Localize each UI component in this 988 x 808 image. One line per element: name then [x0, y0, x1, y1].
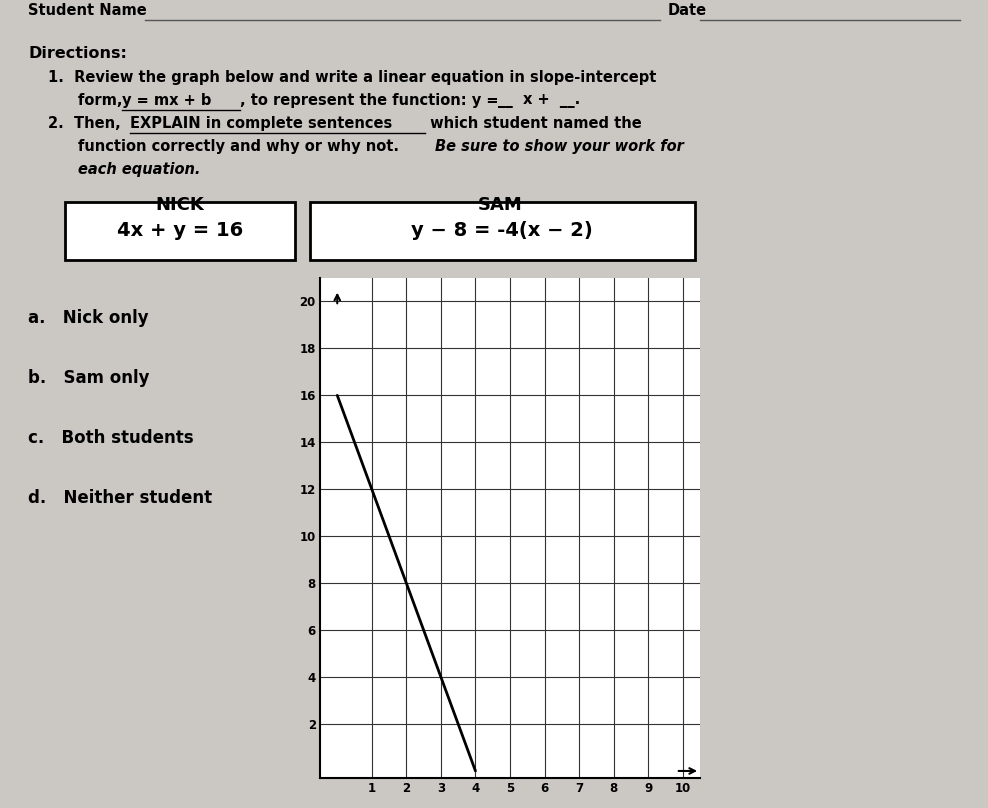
Text: NICK: NICK: [156, 196, 205, 214]
Text: form,: form,: [78, 93, 132, 108]
Text: which student named the: which student named the: [425, 116, 642, 131]
Text: a.   Nick only: a. Nick only: [28, 309, 148, 327]
Text: Directions:: Directions:: [28, 46, 126, 61]
Text: __  x +  __.: __ x + __.: [498, 93, 580, 108]
Text: 4x + y = 16: 4x + y = 16: [117, 221, 243, 239]
Text: b.   Sam only: b. Sam only: [28, 369, 149, 387]
FancyBboxPatch shape: [65, 202, 295, 260]
Text: y − 8 = -4(x − 2): y − 8 = -4(x − 2): [411, 221, 593, 239]
Text: Be sure to show your work for: Be sure to show your work for: [435, 139, 684, 154]
Text: 2.  Then,: 2. Then,: [48, 116, 125, 131]
Text: 1.  Review the graph below and write a linear equation in slope-intercept: 1. Review the graph below and write a li…: [48, 70, 656, 85]
Text: function correctly and why or why not.: function correctly and why or why not.: [78, 139, 409, 154]
Text: y = mx + b: y = mx + b: [122, 93, 211, 108]
Text: SAM: SAM: [477, 196, 523, 214]
Text: c.   Both students: c. Both students: [28, 429, 194, 447]
Text: each equation.: each equation.: [78, 162, 201, 177]
Text: Date: Date: [668, 3, 707, 18]
Text: , to represent the function: y =: , to represent the function: y =: [240, 93, 499, 108]
Text: d.   Neither student: d. Neither student: [28, 489, 212, 507]
Text: EXPLAIN in complete sentences: EXPLAIN in complete sentences: [130, 116, 392, 131]
FancyBboxPatch shape: [310, 202, 695, 260]
Text: Student Name: Student Name: [28, 3, 147, 18]
